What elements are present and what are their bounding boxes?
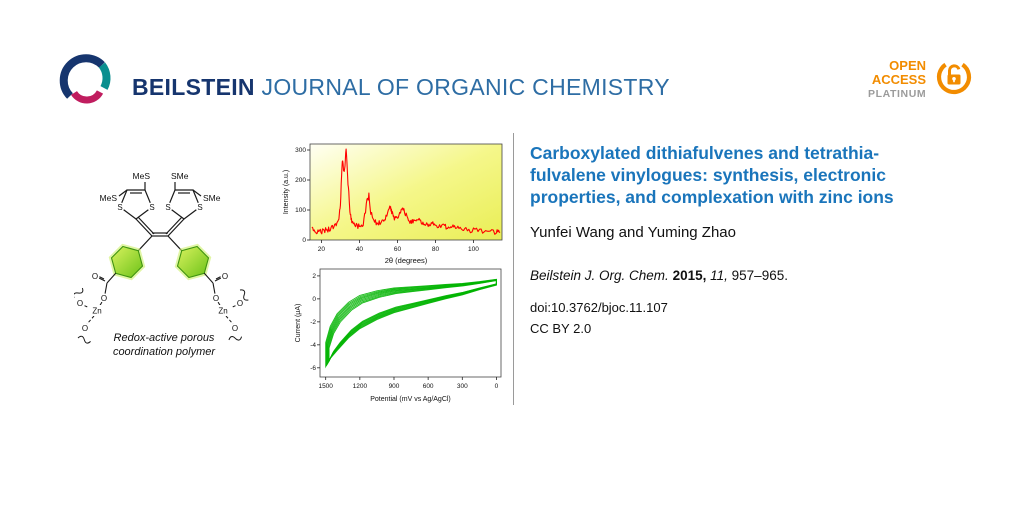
beilstein-logo <box>56 48 114 115</box>
open-access-text: OPEN ACCESS PLATINUM <box>868 57 927 100</box>
structure-caption-line1: Redox-active porous <box>114 332 215 344</box>
svg-text:80: 80 <box>432 246 440 253</box>
svg-text:600: 600 <box>423 383 434 390</box>
atom-label-o: O <box>92 272 98 281</box>
open-access-line1: OPEN <box>889 57 926 73</box>
atom-label-o: O <box>82 324 88 333</box>
phenylene-ring-right <box>174 243 212 281</box>
citation-volume: 11, <box>710 267 728 283</box>
svg-text:-2: -2 <box>310 319 316 326</box>
molecule-structure-drawing: S S S S O O O O O O O O Zn Zn MeS SMe Me… <box>73 171 249 358</box>
substituent-label-sme: SMe <box>203 193 221 203</box>
atom-label-o: O <box>232 324 238 333</box>
article-info: Carboxylated dithiafulvenes and tetrathi… <box>530 143 998 336</box>
title-line-3: properties, and complexation with zinc i… <box>530 186 894 207</box>
journal-name-rest: JOURNAL OF ORGANIC CHEMISTRY <box>261 74 670 100</box>
svg-text:0: 0 <box>312 296 316 303</box>
svg-text:Intensity (a.u.): Intensity (a.u.) <box>283 170 290 214</box>
cv-chart: 1500 1200 900 600 300 0 2 0 -2 -4 -6 Potential (mV … <box>292 264 508 409</box>
atom-label-o: O <box>213 294 219 303</box>
article-citation: Beilstein J. Org. Chem. 2015, 11, 957–96… <box>530 268 998 283</box>
journal-name: BEILSTEIN JOURNAL OF ORGANIC CHEMISTRY <box>132 74 670 101</box>
atom-label-o: O <box>77 299 83 308</box>
structure-caption-line2: coordination polymer <box>113 346 216 358</box>
svg-text:20: 20 <box>318 246 326 253</box>
atom-label-s: S <box>149 203 154 212</box>
molecule-structure: S S S S O O O O O O O O Zn Zn MeS SMe Me… <box>73 146 254 366</box>
svg-text:Current (μA): Current (μA) <box>295 304 302 343</box>
svg-text:40: 40 <box>356 246 364 253</box>
svg-text:Potential (mV vs Ag/AgCl): Potential (mV vs Ag/AgCl) <box>370 396 451 403</box>
svg-text:2: 2 <box>312 273 316 280</box>
atom-label-o: O <box>237 299 243 308</box>
svg-text:1500: 1500 <box>318 383 333 390</box>
open-access-line2: ACCESS <box>871 71 926 87</box>
journal-name-bold: BEILSTEIN <box>132 74 255 100</box>
atom-label-o: O <box>222 272 228 281</box>
coordination-bonds <box>82 304 238 325</box>
svg-text:300: 300 <box>457 383 468 390</box>
article-doi: doi:10.3762/bjoc.11.107 <box>530 299 668 315</box>
article-license: CC BY 2.0 <box>530 320 592 336</box>
svg-text:200: 200 <box>295 177 306 184</box>
polymer-squiggles <box>73 287 249 344</box>
substituent-label-mes: MeS <box>133 171 151 181</box>
pxrd-chart: 20 40 60 80 100 0 100 200 300 2θ (degrees) Intensi… <box>280 138 508 270</box>
beilstein-logo-icon <box>59 54 111 104</box>
svg-text:100: 100 <box>468 246 479 253</box>
citation-pages: 957–965. <box>731 267 788 283</box>
substituent-label-sme: SMe <box>171 171 189 181</box>
divider-line <box>513 133 514 405</box>
open-access-icon <box>933 56 975 103</box>
svg-text:1200: 1200 <box>353 383 368 390</box>
svg-text:100: 100 <box>295 207 306 214</box>
atom-label-s: S <box>117 203 122 212</box>
article-authors: Yunfei Wang and Yuming Zhao <box>530 223 736 241</box>
svg-text:2θ (degrees): 2θ (degrees) <box>385 256 428 265</box>
svg-text:-6: -6 <box>310 365 316 372</box>
atom-label-s: S <box>197 203 202 212</box>
title-line-1: Carboxylated dithiafulvenes and tetrathi… <box>530 143 880 163</box>
atom-label-o: O <box>101 294 107 303</box>
citation-year: 2015, <box>672 267 707 283</box>
open-access-badge: OPEN ACCESS PLATINUM <box>868 56 975 103</box>
substituent-label-mes: MeS <box>100 193 118 203</box>
svg-text:0: 0 <box>302 237 306 244</box>
open-access-line3: PLATINUM <box>868 87 927 100</box>
svg-text:900: 900 <box>389 383 400 390</box>
article-title: Carboxylated dithiafulvenes and tetrathi… <box>530 143 998 209</box>
svg-text:300: 300 <box>295 147 306 154</box>
atom-label-zn: Zn <box>92 307 101 316</box>
svg-text:0: 0 <box>495 383 499 390</box>
title-line-2: fulvalene vinylogues: synthesis, electro… <box>530 164 886 185</box>
atom-label-s: S <box>165 203 170 212</box>
svg-text:60: 60 <box>394 246 402 253</box>
atom-label-zn: Zn <box>218 307 227 316</box>
citation-journal: Beilstein J. Org. Chem. <box>530 267 669 283</box>
svg-text:-4: -4 <box>310 342 316 349</box>
phenylene-ring-left <box>108 243 146 281</box>
